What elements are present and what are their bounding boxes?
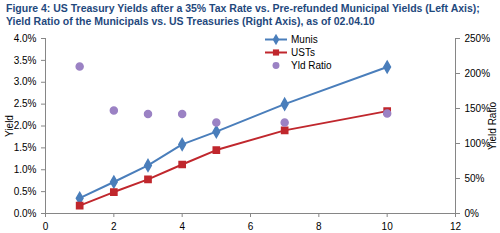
svg-text:0.5%: 0.5% [14, 186, 37, 197]
svg-text:50%: 50% [465, 173, 485, 184]
svg-text:4: 4 [179, 221, 185, 232]
svg-text:2.0%: 2.0% [14, 120, 37, 131]
svg-text:12: 12 [450, 221, 462, 232]
svg-text:0: 0 [43, 221, 49, 232]
svg-text:Yield Ratio: Yield Ratio [487, 102, 498, 150]
svg-text:3.0%: 3.0% [14, 76, 37, 87]
svg-text:1.0%: 1.0% [14, 164, 37, 175]
svg-text:150%: 150% [464, 102, 491, 114]
svg-text:0.0%: 0.0% [14, 208, 37, 219]
svg-text:1.5%: 1.5% [14, 142, 37, 153]
svg-text:8: 8 [316, 221, 322, 232]
svg-text:250%: 250% [465, 33, 491, 44]
svg-text:100%: 100% [464, 137, 491, 149]
html-text:Munis: Munis [291, 34, 318, 45]
svg-text:200%: 200% [465, 68, 491, 79]
svg-text:2.5%: 2.5% [14, 98, 37, 109]
svg-text:10: 10 [382, 221, 394, 232]
svg-text:6: 6 [248, 221, 254, 232]
svg-text:2: 2 [111, 221, 117, 232]
html-text:Figure 4: US Treasury Yields a: Figure 4: US Treasury Yields after a 35%… [6, 2, 480, 27]
svg-text:4.0%: 4.0% [14, 33, 37, 44]
svg-text:3.5%: 3.5% [14, 55, 37, 66]
html-text:Yld Ratio: Yld Ratio [291, 60, 332, 71]
html-text:USTs: USTs [291, 47, 315, 58]
svg-text:Yield: Yield [4, 115, 15, 137]
svg-text:0%: 0% [465, 208, 480, 219]
